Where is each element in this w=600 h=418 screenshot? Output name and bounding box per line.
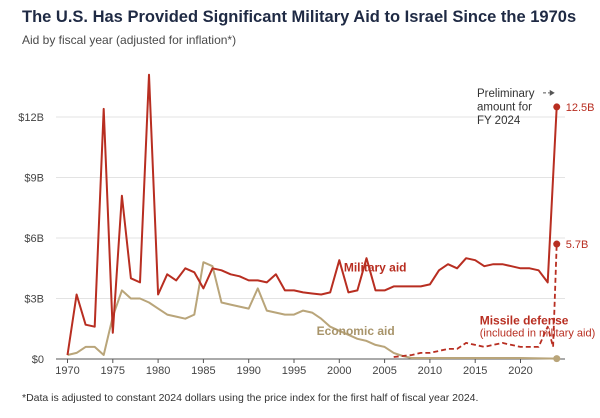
grid-layer	[56, 116, 565, 299]
x-tick-label: 2010	[418, 365, 442, 377]
military-aid-label: Military aid	[344, 260, 407, 274]
x-tick-label: 1970	[55, 365, 79, 377]
preliminary-note-line: FY 2024	[477, 115, 521, 127]
military-aid-end-label: 12.5B	[566, 102, 595, 114]
x-tick-label: 1975	[101, 365, 125, 377]
economic-aid-line	[67, 261, 557, 360]
x-tick-label: 1995	[282, 365, 306, 377]
preliminary-note-line: Preliminary	[477, 88, 535, 100]
y-tick-label: $12B	[18, 112, 44, 124]
x-tick-label: 1980	[146, 365, 170, 377]
series-layer	[66, 73, 561, 363]
y-tick-label: $0	[32, 354, 44, 366]
footnote: *Data is adjusted to constant 2024 dolla…	[22, 392, 479, 404]
missile-defense-end-point	[553, 240, 561, 248]
y-tick-label: $6B	[24, 233, 44, 245]
military-aid-end-point	[553, 103, 561, 111]
x-tick-label: 1990	[236, 365, 260, 377]
x-tick-label: 2005	[372, 365, 396, 377]
chart-title: The U.S. Has Provided Significant Milita…	[22, 8, 577, 26]
missile-defense-label: Missile defense	[480, 314, 569, 328]
x-tick-label: 2000	[327, 365, 351, 377]
preliminary-arrow-head	[549, 89, 555, 96]
missile-defense-line	[393, 244, 558, 358]
label-layer: 12.5B 5.7B Military aid Economic aid Missile…	[317, 88, 596, 340]
-label: (included in military aid)	[480, 327, 596, 339]
x-tick-label: 2020	[508, 365, 532, 377]
preliminary-amount-note: Preliminary amount for FY 2024	[477, 88, 535, 127]
preliminary-note-line: amount for	[477, 101, 532, 113]
y-tick-label: $3B	[24, 294, 44, 306]
economic-aid-label: Economic aid	[317, 324, 395, 338]
y-tick-label: $9B	[24, 173, 44, 185]
military-aid-line	[66, 73, 558, 356]
x-tick-label: 2015	[463, 365, 487, 377]
chart-subtitle: Aid by fiscal year (adjusted for inflati…	[22, 33, 237, 47]
economic-aid-end-point	[553, 355, 561, 363]
missile-defense-end-label: 5.7B	[566, 239, 589, 251]
x-tick-label: 1985	[191, 365, 215, 377]
